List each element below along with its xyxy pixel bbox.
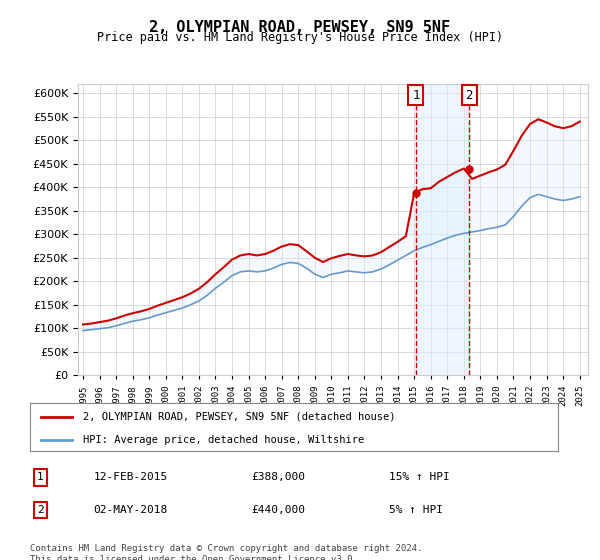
Bar bbox=[416, 84, 469, 375]
Text: 1: 1 bbox=[412, 88, 419, 102]
Text: Contains HM Land Registry data © Crown copyright and database right 2024.
This d: Contains HM Land Registry data © Crown c… bbox=[30, 544, 422, 560]
Text: 2: 2 bbox=[37, 505, 44, 515]
Text: Price paid vs. HM Land Registry's House Price Index (HPI): Price paid vs. HM Land Registry's House … bbox=[97, 31, 503, 44]
Text: 15% ↑ HPI: 15% ↑ HPI bbox=[389, 473, 450, 482]
Text: 1: 1 bbox=[37, 473, 44, 482]
Text: 02-MAY-2018: 02-MAY-2018 bbox=[94, 505, 167, 515]
Text: 2, OLYMPIAN ROAD, PEWSEY, SN9 5NF (detached house): 2, OLYMPIAN ROAD, PEWSEY, SN9 5NF (detac… bbox=[83, 412, 395, 422]
Text: £388,000: £388,000 bbox=[252, 473, 306, 482]
Text: 5% ↑ HPI: 5% ↑ HPI bbox=[389, 505, 443, 515]
Text: HPI: Average price, detached house, Wiltshire: HPI: Average price, detached house, Wilt… bbox=[83, 435, 364, 445]
Text: 2: 2 bbox=[466, 88, 473, 102]
Text: 12-FEB-2015: 12-FEB-2015 bbox=[94, 473, 167, 482]
Text: £440,000: £440,000 bbox=[252, 505, 306, 515]
Text: 2, OLYMPIAN ROAD, PEWSEY, SN9 5NF: 2, OLYMPIAN ROAD, PEWSEY, SN9 5NF bbox=[149, 20, 451, 35]
